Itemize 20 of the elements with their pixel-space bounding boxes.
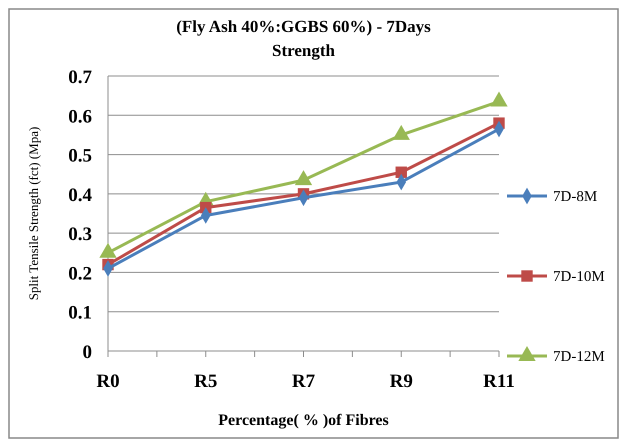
y-tick-label: 0.2 (68, 263, 92, 284)
point (396, 166, 407, 178)
x-tick-label: R9 (390, 371, 413, 392)
x-tick-label: R11 (483, 371, 515, 392)
chart-title: (Fly Ash 40%:GGBS 60%) - 7Days Strength (176, 17, 432, 60)
legend-label: 7D-10M (553, 269, 605, 285)
x-axis-title: Percentage( % )of Fibres (218, 412, 389, 429)
y-tick-label: 0.1 (68, 302, 92, 324)
y-tick-label: 0.7 (68, 67, 92, 88)
y-axis-title: Split Tensile Strength (fct) (Mpa) (26, 126, 41, 300)
x-tick-label: R7 (292, 371, 316, 392)
x-tick-label: R0 (96, 371, 120, 392)
y-tick-label: 0 (82, 342, 92, 363)
y-tick-label: 0.5 (68, 146, 92, 167)
x-tick-label: R5 (194, 371, 218, 392)
legend-label: 7D-12M (553, 349, 605, 365)
legend-label: 7D-8M (553, 189, 598, 205)
y-tick-label: 0.4 (68, 184, 92, 206)
y-tick-label: 0.6 (68, 106, 92, 128)
y-tick-label: 0.3 (68, 224, 92, 246)
